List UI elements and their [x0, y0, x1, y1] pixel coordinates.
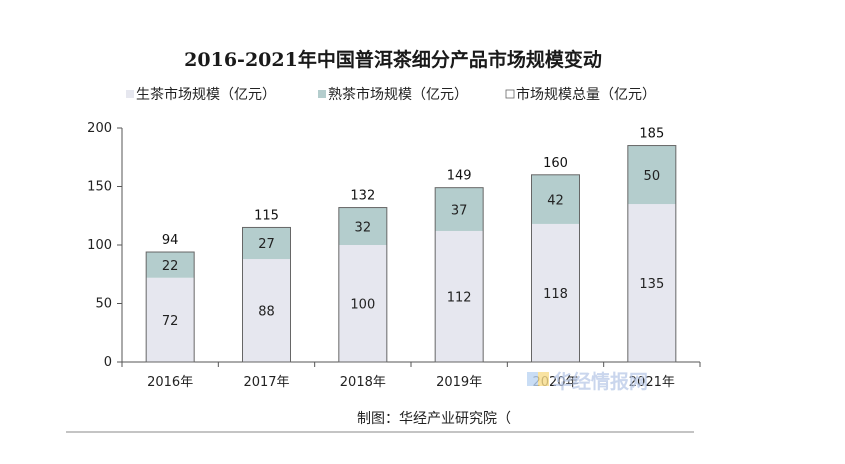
- watermark-logo-yellow: [538, 372, 549, 386]
- legend-swatch-total: [505, 89, 515, 99]
- bar-segment-ripe-tea: [146, 252, 195, 278]
- bar-label-raw-tea: 100: [350, 298, 375, 313]
- x-tick-label: 2016年: [147, 375, 193, 390]
- bar-segment-raw-tea: [338, 245, 387, 362]
- legend-item-ripe-tea: 熟茶市场规模（亿元）: [318, 86, 468, 103]
- bar-label-ripe-tea: 27: [258, 237, 275, 252]
- y-tick-label: 50: [95, 297, 112, 312]
- bar-label-total: 185: [639, 127, 664, 142]
- legend-item-raw-tea: 生茶市场规模（亿元）: [126, 86, 276, 103]
- x-axis: 2016年 2017年 2018年 2019年 2020年 2021年: [121, 361, 701, 390]
- bar-outline-total: [434, 187, 484, 363]
- bar-segment-ripe-tea: [242, 227, 291, 260]
- bar-label-total: 132: [350, 189, 375, 204]
- bar-label-raw-tea: 135: [639, 277, 664, 292]
- bar-outline-total: [145, 251, 195, 363]
- legend-label-raw-tea: 生茶市场规模（亿元）: [136, 86, 276, 103]
- y-tick-label: 0: [104, 355, 112, 370]
- watermark-text: 华经情报网: [553, 370, 648, 393]
- legend-label-total: 市场规模总量（亿元）: [516, 86, 656, 103]
- bar-label-total: 115: [254, 208, 279, 223]
- bar-segment-raw-tea: [242, 259, 291, 362]
- y-axis: 0 50 100 150 200: [87, 121, 123, 370]
- x-tick-label: 2021年: [629, 375, 675, 390]
- bar-segment-raw-tea: [627, 204, 676, 362]
- x-tick-label: 2017年: [243, 375, 289, 390]
- watermark: 华经情报网: [527, 370, 648, 393]
- legend-label-ripe-tea: 熟茶市场规模（亿元）: [328, 86, 468, 103]
- bar-label-ripe-tea: 37: [451, 203, 468, 218]
- bar-label-total: 94: [162, 233, 179, 248]
- bar-label-ripe-tea: 50: [644, 169, 661, 184]
- legend-swatch-ripe-tea: [318, 90, 326, 98]
- x-tick-label: 2019年: [436, 375, 482, 390]
- bar-label-raw-tea: 72: [162, 314, 179, 329]
- bar-label-raw-tea: 88: [258, 305, 275, 320]
- bar-segment-ripe-tea: [435, 187, 484, 231]
- bar-outline-total: [338, 207, 388, 363]
- bar-segment-ripe-tea: [531, 174, 580, 224]
- bar-label-ripe-tea: 42: [547, 193, 564, 208]
- bar-label-total: 149: [447, 169, 472, 184]
- watermark-logo-blue: [527, 372, 538, 386]
- bar-segment-raw-tea: [435, 230, 484, 362]
- bar-label-total: 160: [543, 156, 568, 171]
- chart-title: 2016-2021年中国普洱茶细分产品市场规模变动: [184, 48, 602, 71]
- bar-outline-total: [531, 174, 580, 363]
- bars: 72 22 94 88 27 115 100 32 132 112 37 149 118 42 160 135…: [145, 127, 677, 363]
- x-tick-label: 2018年: [340, 375, 386, 390]
- bar-outline-total: [627, 145, 677, 363]
- legend-item-total: 市场规模总量（亿元）: [505, 86, 656, 103]
- y-tick-label: 100: [87, 238, 112, 253]
- legend: 生茶市场规模（亿元） 熟茶市场规模（亿元） 市场规模总量（亿元）: [126, 86, 656, 103]
- bar-label-raw-tea: 118: [543, 287, 568, 302]
- bar-segment-raw-tea: [531, 223, 580, 362]
- y-tick-label: 150: [87, 180, 112, 195]
- bar-segment-ripe-tea: [338, 207, 387, 245]
- bar-label-ripe-tea: 22: [162, 259, 179, 274]
- bar-segment-ripe-tea: [627, 145, 676, 205]
- legend-swatch-raw-tea: [126, 90, 134, 98]
- y-tick-label: 200: [87, 121, 112, 136]
- bar-label-ripe-tea: 32: [355, 220, 372, 235]
- source-note: 制图：华经产业研究院（: [357, 411, 511, 427]
- bar-segment-raw-tea: [146, 277, 195, 362]
- bar-outline-total: [242, 226, 291, 363]
- bar-label-raw-tea: 112: [447, 290, 472, 305]
